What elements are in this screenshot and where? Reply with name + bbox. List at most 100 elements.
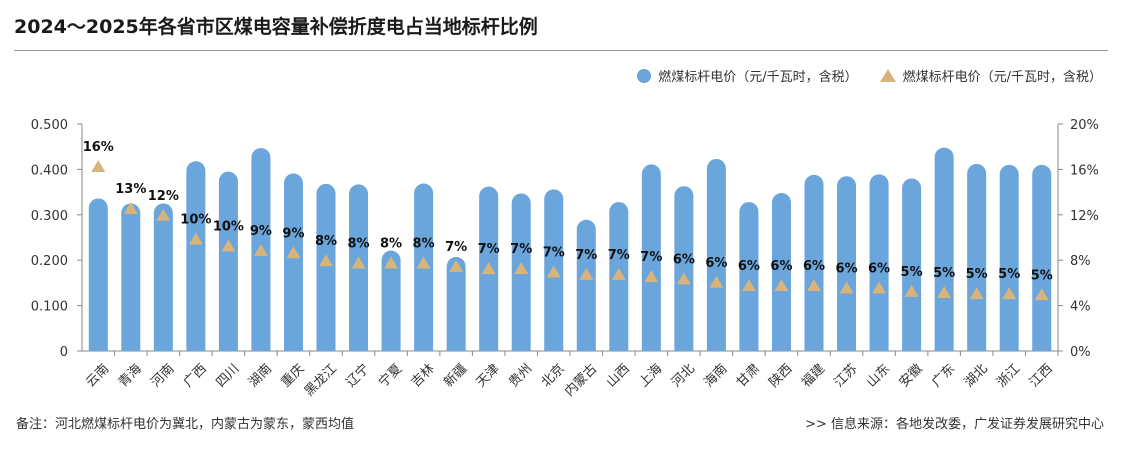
x-tick-label-浙江: 浙江: [994, 361, 1023, 390]
bar-湖北: [967, 163, 987, 351]
triangle-marker-河南: [156, 208, 171, 221]
y-right-tick-label: 0%: [1070, 345, 1091, 360]
triangle-marker-湖南: [253, 243, 268, 256]
data-label-辽宁: 8%: [347, 236, 369, 251]
bar-宁夏: [381, 250, 401, 351]
triangle-marker-吉林: [416, 256, 431, 269]
bar-陕西: [771, 193, 791, 351]
chart-title: 2024～2025年各省市区煤电容量补偿折度电占当地标杆比例: [14, 16, 538, 38]
bar-新疆: [446, 257, 466, 351]
triangle-marker-甘肃: [741, 279, 756, 292]
bar-福建: [804, 174, 824, 351]
triangle-marker-天津: [481, 262, 496, 275]
data-label-新疆: 7%: [445, 240, 467, 255]
bar-江西: [1032, 164, 1052, 351]
bar-黑龙江: [316, 183, 336, 351]
data-label-甘肃: 6%: [738, 259, 760, 274]
source-note: >> 信息来源：各地发改委，广发证券发展研究中心: [805, 417, 1104, 432]
triangle-marker-江苏: [839, 281, 854, 294]
x-tick-label-上海: 上海: [636, 361, 665, 390]
y-left-tick-label: 0: [60, 345, 68, 360]
x-tick-label-江苏: 江苏: [831, 361, 861, 391]
bar-安徽: [902, 178, 922, 351]
triangle-marker-黑龙江: [319, 254, 333, 267]
legend-item-triangle: 燃煤标杆电价（元/千瓦时，含税）: [879, 66, 1102, 85]
triangle-marker-新疆: [449, 259, 464, 272]
x-tick-label-河北: 河北: [669, 361, 698, 390]
data-label-江苏: 6%: [835, 261, 857, 276]
y-right-tick-label: 20%: [1070, 118, 1099, 133]
x-tick-label-广东: 广东: [929, 361, 958, 390]
x-tick-label-重庆: 重庆: [278, 361, 308, 391]
x-tick-label-宁夏: 宁夏: [375, 361, 405, 391]
bar-上海: [641, 164, 661, 351]
x-tick-label-福建: 福建: [799, 361, 828, 390]
x-tick-label-天津: 天津: [474, 361, 503, 390]
data-label-宁夏: 8%: [380, 236, 402, 251]
data-label-陕西: 6%: [770, 259, 792, 274]
x-tick-label-广西: 广西: [181, 361, 210, 390]
y-left-tick-label: 0.500: [31, 118, 68, 133]
data-label-青海: 13%: [115, 182, 146, 197]
legend-triangle-swatch: [879, 69, 896, 82]
triangle-marker-贵州: [514, 262, 529, 275]
data-label-广东: 5%: [933, 266, 955, 281]
data-label-山东: 6%: [868, 261, 890, 276]
triangle-marker-湖北: [969, 287, 984, 300]
data-label-黑龙江: 8%: [315, 234, 337, 249]
y-right-tick-label: 12%: [1070, 209, 1099, 224]
y-left-tick-label: 0.200: [31, 254, 68, 269]
data-label-河北: 6%: [673, 252, 695, 267]
bar-江苏: [837, 176, 857, 351]
x-tick-label-四川: 四川: [213, 361, 242, 390]
data-label-安徽: 5%: [901, 265, 923, 280]
data-label-上海: 7%: [640, 250, 662, 265]
chart-plot-area: 0 0.100 0.200 0.300 0.400 0.500 0% 4% 8% 12% 16% 20…: [31, 118, 1099, 400]
bar-四川: [218, 171, 238, 351]
x-tick-label-安徽: 安徽: [897, 361, 926, 390]
data-label-江西: 5%: [1031, 268, 1053, 283]
x-tick-label-青海: 青海: [116, 361, 145, 390]
bar-浙江: [999, 164, 1019, 351]
data-label-四川: 10%: [213, 219, 244, 234]
data-label-山西: 7%: [608, 248, 630, 263]
data-label-内蒙古: 7%: [575, 248, 597, 263]
legend-triangle-label: 燃煤标杆电价（元/千瓦时，含税）: [902, 70, 1102, 85]
bar-河北: [674, 186, 694, 351]
data-label-吉林: 8%: [413, 236, 435, 251]
data-label-天津: 7%: [478, 242, 500, 257]
bar-广西: [186, 161, 206, 351]
data-label-湖南: 9%: [250, 224, 272, 239]
data-label-湖北: 5%: [966, 267, 988, 282]
legend-bar-label: 燃煤标杆电价（元/千瓦时，含税）: [658, 70, 858, 85]
data-label-北京: 7%: [543, 246, 565, 261]
triangle-marker-海南: [709, 275, 724, 288]
x-tick-label-河南: 河南: [148, 361, 178, 391]
data-label-海南: 6%: [705, 256, 727, 271]
triangle-marker-广西: [188, 232, 203, 245]
x-tick-label-贵州: 贵州: [506, 361, 535, 390]
bar-海南: [706, 158, 726, 351]
legend-item-bar: 燃煤标杆电价（元/千瓦时，含税）: [637, 66, 858, 85]
data-label-浙江: 5%: [998, 267, 1020, 282]
x-tick-label-云南: 云南: [83, 361, 113, 391]
triangle-marker-山东: [872, 281, 887, 294]
triangle-marker-云南: [91, 159, 106, 172]
triangle-marker-陕西: [774, 279, 789, 292]
data-label-河南: 12%: [148, 189, 179, 204]
x-tick-label-山西: 山西: [604, 361, 633, 390]
data-label-重庆: 9%: [282, 226, 304, 241]
data-label-贵州: 7%: [510, 242, 532, 257]
triangle-marker-浙江: [1002, 287, 1017, 300]
x-tick-label-北京: 北京: [539, 361, 568, 390]
bar-青海: [121, 203, 141, 351]
x-tick-label-江西: 江西: [1027, 361, 1056, 390]
legend-bar-swatch: [637, 68, 652, 83]
x-tick-label-甘肃: 甘肃: [734, 361, 763, 390]
bar-重庆: [283, 173, 303, 351]
y-left-tick-label: 0.400: [31, 163, 68, 178]
x-tick-label-辽宁: 辽宁: [343, 361, 373, 391]
data-label-福建: 6%: [803, 259, 825, 274]
bar-内蒙古: [576, 219, 596, 351]
y-left-tick-label: 0.100: [31, 300, 68, 315]
